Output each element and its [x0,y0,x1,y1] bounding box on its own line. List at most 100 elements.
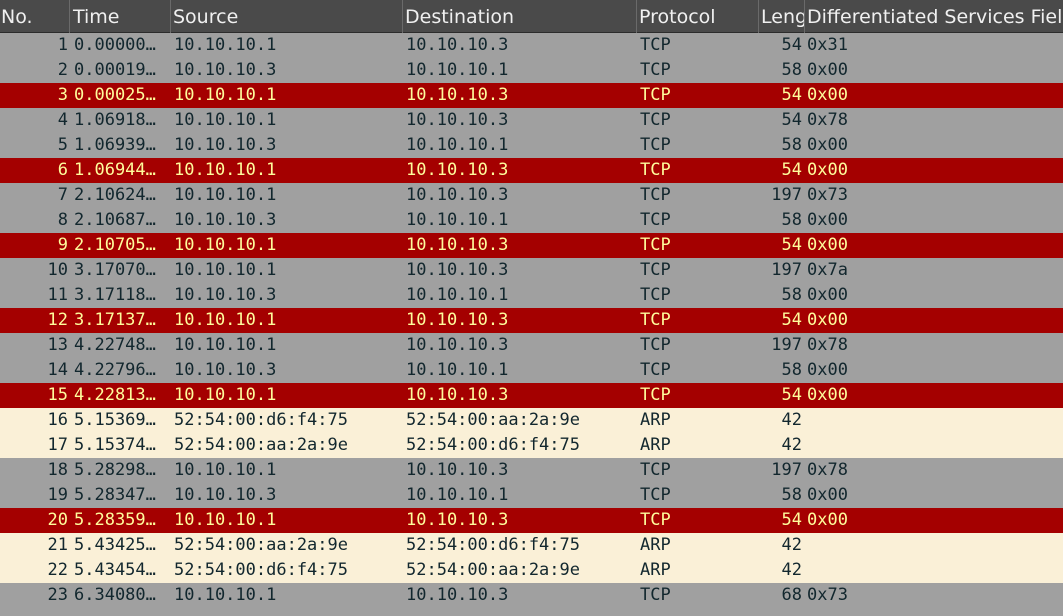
packet-destination: 10.10.10.1 [406,285,509,305]
packet-source: 10.10.10.1 [174,260,277,280]
packet-ds-field: 0x78 [807,335,848,355]
packet-length: 42 [781,535,802,555]
column-header-destination[interactable]: Destination [405,6,515,28]
packet-ds-field: 0x00 [807,510,848,530]
packet-time: 2.10624… [74,185,156,205]
packet-row[interactable]: 9 2.10705… 10.10.10.1 10.10.10.3 TCP 54 0x00 [0,233,1063,258]
packet-time: 5.28359… [74,510,156,530]
packet-row[interactable]: 6 1.06944… 10.10.10.1 10.10.10.3 TCP 54 0x00 [0,158,1063,183]
packet-source: 10.10.10.3 [174,210,277,230]
packet-protocol: ARP [640,535,671,555]
packet-length: 197 [771,185,802,205]
packet-ds-field: 0x00 [807,160,848,180]
column-header-time[interactable]: Time [73,6,120,28]
packet-ds-field: 0x00 [807,385,848,405]
packet-destination: 10.10.10.3 [406,35,509,55]
packet-number: 13 [47,335,68,355]
packet-length: 58 [781,60,802,80]
packet-time: 1.06939… [74,135,156,155]
packet-row[interactable]: 17 5.15374… 52:54:00:aa:2a:9e 52:54:00:d6:f… [0,433,1063,458]
column-header-protocol[interactable]: Protocol [639,6,716,28]
column-divider[interactable] [804,0,805,33]
packet-protocol: TCP [640,285,671,305]
packet-destination: 10.10.10.1 [406,360,509,380]
column-divider[interactable] [758,0,759,33]
packet-destination: 10.10.10.3 [406,185,509,205]
packet-row[interactable]: 16 5.15369… 52:54:00:d6:f4:75 52:54:00:aa:2… [0,408,1063,433]
packet-row[interactable]: 22 5.43454… 52:54:00:d6:f4:75 52:54:00:aa:2… [0,558,1063,583]
packet-destination: 52:54:00:d6:f4:75 [406,435,580,455]
packet-source: 10.10.10.3 [174,60,277,80]
packet-destination: 10.10.10.1 [406,60,509,80]
packet-row[interactable]: 13 4.22748… 10.10.10.1 10.10.10.3 TCP 197 0x78 [0,333,1063,358]
packet-time: 3.17070… [74,260,156,280]
packet-length: 54 [781,385,802,405]
packet-row[interactable]: 12 3.17137… 10.10.10.1 10.10.10.3 TCP 54 0x00 [0,308,1063,333]
packet-protocol: TCP [640,360,671,380]
packet-source: 10.10.10.1 [174,185,277,205]
packet-row[interactable]: 19 5.28347… 10.10.10.3 10.10.10.1 TCP 58 0x00 [0,483,1063,508]
packet-source: 10.10.10.3 [174,485,277,505]
packet-length: 54 [781,110,802,130]
column-header-length[interactable]: Leng [761,6,804,28]
column-divider[interactable] [69,0,70,33]
packet-length: 58 [781,210,802,230]
packet-source: 10.10.10.3 [174,360,277,380]
packet-ds-field: 0x00 [807,235,848,255]
packet-row[interactable]: 1 0.00000… 10.10.10.1 10.10.10.3 TCP 54 0x31 [0,33,1063,58]
packet-source: 10.10.10.3 [174,135,277,155]
packet-protocol: TCP [640,60,671,80]
packet-row[interactable]: 15 4.22813… 10.10.10.1 10.10.10.3 TCP 54 0x00 [0,383,1063,408]
packet-row[interactable]: 21 5.43425… 52:54:00:aa:2a:9e 52:54:00:d6:f… [0,533,1063,558]
packet-time: 0.00025… [74,85,156,105]
packet-source: 10.10.10.3 [174,285,277,305]
packet-number: 4 [57,110,68,130]
packet-time: 4.22813… [74,385,156,405]
column-divider[interactable] [402,0,403,33]
column-header-ds-field[interactable]: Differentiated Services Field [807,6,1063,28]
packet-source: 10.10.10.1 [174,310,277,330]
packet-length: 197 [771,460,802,480]
column-divider[interactable] [170,0,171,33]
column-divider[interactable] [636,0,637,33]
packet-number: 14 [47,360,68,380]
packet-destination: 10.10.10.1 [406,135,509,155]
packet-protocol: TCP [640,210,671,230]
packet-ds-field: 0x00 [807,85,848,105]
packet-row[interactable]: 10 3.17070… 10.10.10.1 10.10.10.3 TCP 197 0x7a [0,258,1063,283]
packet-source: 10.10.10.1 [174,110,277,130]
packet-row[interactable]: 7 2.10624… 10.10.10.1 10.10.10.3 TCP 197 0x73 [0,183,1063,208]
packet-ds-field: 0x73 [807,585,848,605]
packet-row[interactable]: 8 2.10687… 10.10.10.3 10.10.10.1 TCP 58 0x00 [0,208,1063,233]
packet-row[interactable]: 3 0.00025… 10.10.10.1 10.10.10.3 TCP 54 0x00 [0,83,1063,108]
packet-number: 22 [47,560,68,580]
packet-ds-field [807,408,1063,433]
packet-ds-field: 0x00 [807,285,848,305]
packet-row[interactable]: 2 0.00019… 10.10.10.3 10.10.10.1 TCP 58 0x00 [0,58,1063,83]
packet-protocol: ARP [640,410,671,430]
packet-number: 2 [57,60,68,80]
packet-row[interactable]: 5 1.06939… 10.10.10.3 10.10.10.1 TCP 58 0x00 [0,133,1063,158]
packet-row[interactable]: 14 4.22796… 10.10.10.3 10.10.10.1 TCP 58 0x00 [0,358,1063,383]
packet-row[interactable]: 4 1.06918… 10.10.10.1 10.10.10.3 TCP 54 0x78 [0,108,1063,133]
packet-destination: 10.10.10.3 [406,585,509,605]
packet-row[interactable]: 11 3.17118… 10.10.10.3 10.10.10.1 TCP 58 0x00 [0,283,1063,308]
packet-ds-field: 0x78 [807,460,848,480]
packet-time: 3.17137… [74,310,156,330]
packet-source: 10.10.10.1 [174,160,277,180]
packet-time: 3.17118… [74,285,156,305]
packet-number: 5 [57,135,68,155]
packet-row[interactable]: 18 5.28298… 10.10.10.1 10.10.10.3 TCP 197 0x78 [0,458,1063,483]
column-header-no[interactable]: No. [1,6,33,28]
packet-row[interactable]: 23 6.34080… 10.10.10.1 10.10.10.3 TCP 68 0x73 [0,583,1063,608]
column-header-source[interactable]: Source [173,6,239,28]
packet-source: 10.10.10.1 [174,235,277,255]
packet-number: 21 [47,535,68,555]
packet-length: 68 [781,585,802,605]
packet-number: 17 [47,435,68,455]
packet-destination: 52:54:00:d6:f4:75 [406,535,580,555]
packet-ds-field: 0x00 [807,60,848,80]
packet-time: 5.28298… [74,460,156,480]
packet-row[interactable]: 20 5.28359… 10.10.10.1 10.10.10.3 TCP 54 0x00 [0,508,1063,533]
